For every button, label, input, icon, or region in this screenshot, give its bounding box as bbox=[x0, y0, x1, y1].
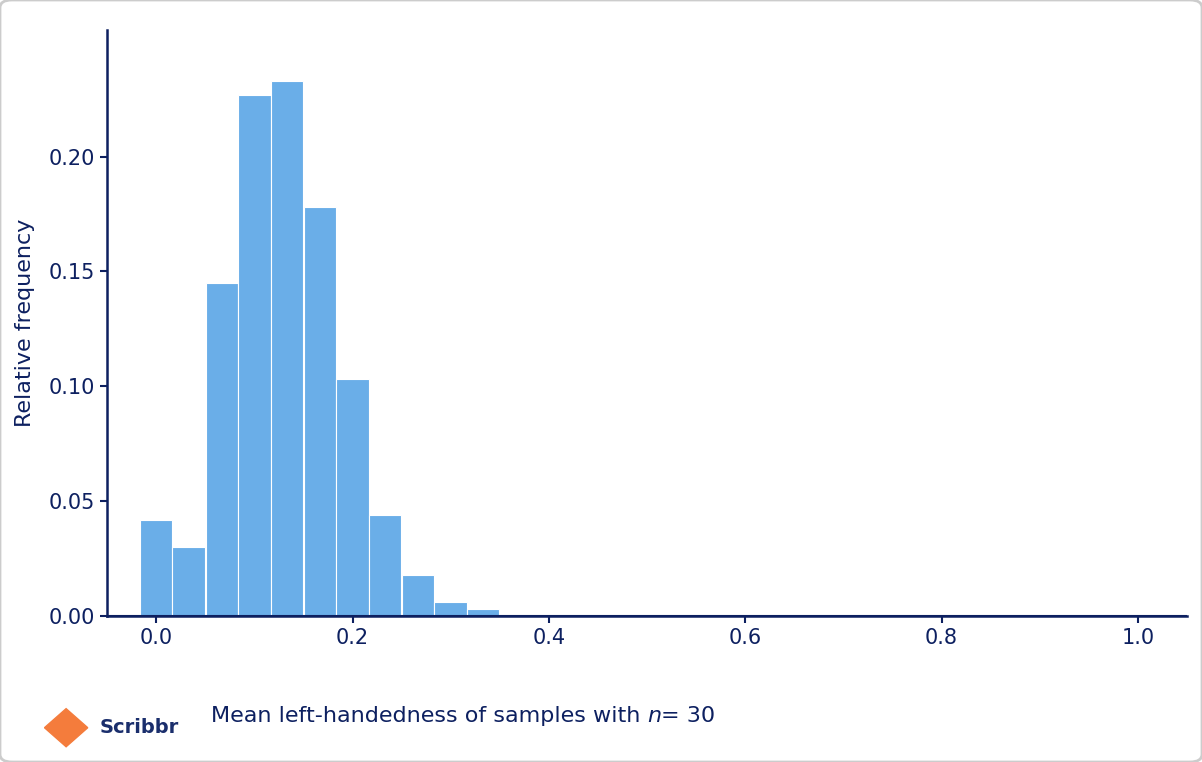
Text: = 30: = 30 bbox=[661, 706, 715, 726]
Bar bbox=[206, 283, 238, 616]
Text: Mean left-handedness of samples with: Mean left-handedness of samples with bbox=[210, 706, 647, 726]
Bar bbox=[139, 520, 172, 616]
Y-axis label: Relative frequency: Relative frequency bbox=[14, 219, 35, 427]
Bar bbox=[304, 207, 337, 616]
Text: Scribbr: Scribbr bbox=[100, 719, 179, 737]
Bar bbox=[369, 515, 401, 616]
Bar bbox=[238, 94, 270, 616]
Bar bbox=[466, 610, 499, 616]
Bar bbox=[434, 602, 466, 616]
Bar bbox=[172, 547, 204, 616]
Text: n: n bbox=[647, 706, 661, 726]
Bar bbox=[403, 575, 434, 616]
Bar bbox=[270, 81, 303, 616]
Bar bbox=[337, 379, 369, 616]
